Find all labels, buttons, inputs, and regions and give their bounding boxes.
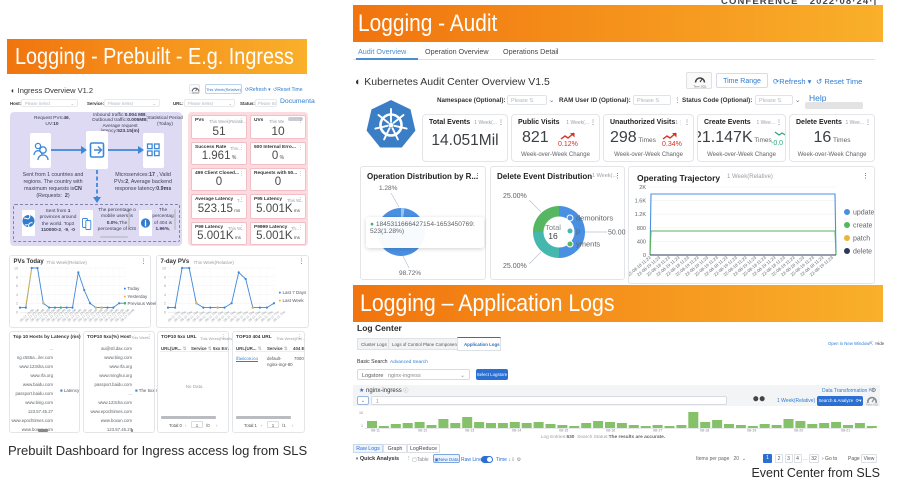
svg-text:1.28%: 1.28% xyxy=(379,185,398,192)
svg-text:1.2K: 1.2K xyxy=(635,212,647,218)
svg-text:08-19: 08-19 xyxy=(747,429,756,433)
svg-text:2K: 2K xyxy=(639,185,646,191)
svg-text:yments: yments xyxy=(576,240,600,249)
svg-text:delete: delete xyxy=(853,249,872,256)
svg-text:1.6K: 1.6K xyxy=(635,199,647,205)
svg-text:25.00%: 25.00% xyxy=(503,193,527,200)
svg-text:0: 0 xyxy=(16,311,18,315)
svg-text:16: 16 xyxy=(548,231,558,241)
svg-text:08-12: 08-12 xyxy=(418,429,427,433)
svg-text:08-20: 08-20 xyxy=(794,429,803,433)
svg-text:6: 6 xyxy=(16,284,18,288)
svg-text:400: 400 xyxy=(637,239,646,245)
svg-text:50.00: 50.00 xyxy=(608,230,626,237)
svg-text:Time SQL: Time SQL xyxy=(693,85,707,89)
svg-text:update: update xyxy=(853,210,875,217)
svg-text:8: 8 xyxy=(164,275,166,279)
svg-text:6: 6 xyxy=(164,284,166,288)
svg-text:4: 4 xyxy=(16,293,18,297)
svg-text:2: 2 xyxy=(164,302,166,306)
svg-text:08-17: 08-17 xyxy=(653,429,662,433)
svg-text:25.00%: 25.00% xyxy=(503,263,527,270)
svg-text:patch: patch xyxy=(853,236,870,243)
svg-text:2: 2 xyxy=(16,302,18,306)
svg-text:98.72%: 98.72% xyxy=(399,270,421,277)
svg-text:Total: Total xyxy=(545,223,561,232)
svg-text:08-11: 08-11 xyxy=(371,429,380,433)
svg-text:create: create xyxy=(853,223,873,230)
svg-text:08-13: 08-13 xyxy=(465,429,474,433)
svg-text:8: 8 xyxy=(16,275,18,279)
svg-text:Turbo SQL: Turbo SQL xyxy=(866,403,878,406)
svg-text:800: 800 xyxy=(637,226,646,232)
svg-text:0: 0 xyxy=(643,253,646,259)
svg-text:08-16: 08-16 xyxy=(606,429,615,433)
svg-text:p: p xyxy=(576,227,580,236)
svg-text:10: 10 xyxy=(14,267,18,271)
svg-text:08-15: 08-15 xyxy=(559,429,568,433)
svg-text:08-14: 08-14 xyxy=(512,429,521,433)
svg-text:4: 4 xyxy=(164,293,166,297)
svg-text:demonitors: demonitors xyxy=(576,214,613,223)
svg-text:08-18: 08-18 xyxy=(700,429,709,433)
svg-text:10: 10 xyxy=(162,267,166,271)
svg-text:08-21: 08-21 xyxy=(841,429,850,433)
svg-text:0: 0 xyxy=(164,311,166,315)
svg-text:10: 10 xyxy=(359,411,363,415)
svg-text:1: 1 xyxy=(361,424,363,428)
